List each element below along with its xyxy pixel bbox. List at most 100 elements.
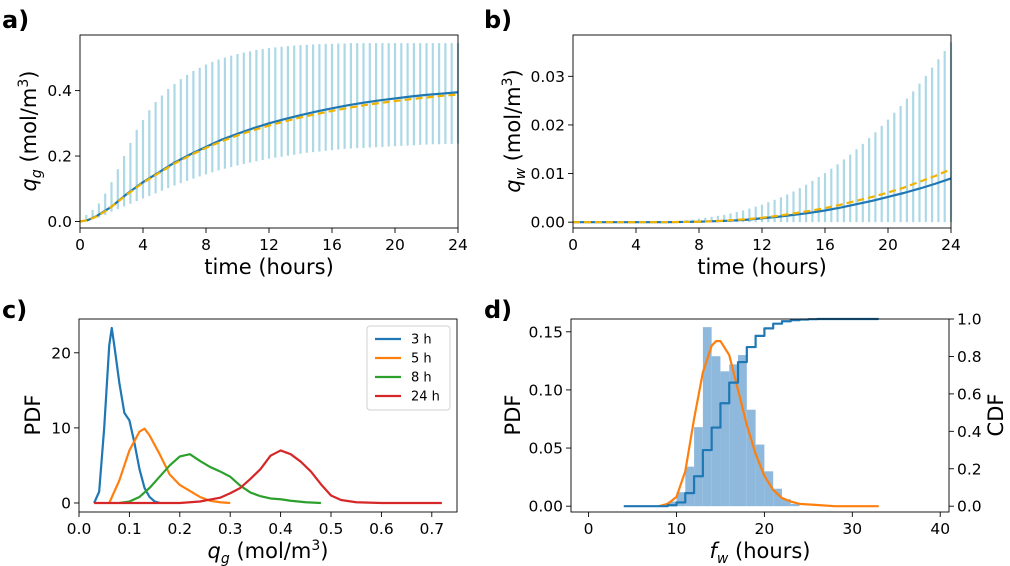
x-tick-label: 0.2 <box>167 520 192 538</box>
histogram-bar <box>773 488 782 507</box>
histogram-bar <box>685 466 695 507</box>
histogram-bar <box>781 499 791 507</box>
x-tick-label: 24 <box>448 236 468 254</box>
series-line <box>79 91 459 223</box>
panel-b-ylabel: qw (mol/m3) <box>500 69 529 192</box>
y-tick-label: 10 <box>51 419 71 437</box>
x-tick-label: 4 <box>631 236 641 254</box>
panel-d-label: d) <box>484 296 512 324</box>
panel-c-legend: 3 h 5 h 8 h 24 h <box>366 325 451 411</box>
panel-b-xlabel: time (hours) <box>697 255 827 279</box>
legend-label: 8 h <box>411 371 432 386</box>
panel-d-ylabel-right: CDF <box>984 394 1008 437</box>
x-tick-label: 0.7 <box>419 520 444 538</box>
panel-a-label: a) <box>2 6 29 34</box>
x-tick-label: 0.4 <box>268 520 293 538</box>
panel-c-ticks: 0.0 0.1 0.2 0.3 0.4 0.5 0.6 0.7 0 10 20 <box>51 344 444 538</box>
y-tick-label: 0.02 <box>530 116 565 134</box>
x-tick-label: 30 <box>842 520 862 538</box>
x-tick-label: 0.0 <box>67 520 92 538</box>
panel-d-ticks: 0 10 20 30 40 0.00 0.05 0.10 0.15 0.0 0.2 0.4 0.6 0.8… <box>528 311 981 539</box>
series-line-cdf <box>623 317 879 508</box>
y-tick-label: 0.0 <box>47 213 72 231</box>
histogram-bar <box>729 364 739 507</box>
x-tick-label: 0 <box>75 236 85 254</box>
panel-c-plot-area <box>93 326 442 505</box>
panel-b-ticks: 0 4 8 12 16 20 24 0.00 0.01 0.02 0.03 <box>530 68 960 254</box>
x-tick-label: 24 <box>941 236 961 254</box>
x-tick-label: 0.5 <box>319 520 344 538</box>
panel-a-plot-area <box>79 43 460 223</box>
x-tick-label: 0 <box>584 520 594 538</box>
y-tick-label: 20 <box>51 344 71 362</box>
panel-c: c) 0.0 0.1 0.2 0.3 0.4 0.5 0.6 0.7 0 10 20 3 h 5 h 8… <box>2 296 458 566</box>
legend-label: 5 h <box>411 352 432 367</box>
panel-b-label: b) <box>484 6 512 34</box>
y-right-tick-label: 1.0 <box>957 311 982 329</box>
y-right-tick-label: 0.2 <box>957 460 982 478</box>
legend-box <box>366 325 451 411</box>
panel-b-plot-area <box>573 42 953 224</box>
histogram-bar <box>738 355 747 507</box>
y-tick-label: 0.05 <box>528 440 563 458</box>
x-tick-label: 0 <box>568 236 578 254</box>
histogram-bar <box>694 427 703 507</box>
series-line-3-h <box>93 326 160 505</box>
panel-a-ylabel: qg (mol/m3) <box>16 71 45 192</box>
panel-a-xlabel: time (hours) <box>204 255 334 279</box>
y-tick-label: 0.15 <box>528 323 563 341</box>
histogram-bar <box>702 327 712 507</box>
panel-c-frame <box>78 318 458 513</box>
x-tick-label: 16 <box>815 236 835 254</box>
histogram-bar <box>711 356 721 507</box>
y-tick-label: 0 <box>61 494 71 512</box>
x-tick-label: 40 <box>930 520 950 538</box>
histogram-bar <box>720 371 730 507</box>
y-right-tick-label: 0.0 <box>957 498 982 516</box>
series-line-pdf-fit <box>658 339 879 508</box>
panel-c-xlabel: qg (mol/m3) <box>208 538 329 566</box>
panel-a: a) 0 4 8 12 16 20 24 0.0 0.2 0.4 time (hours) qg … <box>2 6 468 279</box>
legend-label: 3 h <box>411 333 432 348</box>
panel-b: b) 0 4 8 12 16 20 24 0.00 0.01 0.02 0.03 time (hou… <box>484 6 961 279</box>
histogram-bar <box>746 409 756 507</box>
panel-d: d) 0 10 20 30 40 0.00 0.05 0.10 0.15 0.0 0.2 0.4 0.6… <box>484 296 1008 566</box>
panel-c-label: c) <box>2 296 27 324</box>
x-tick-label: 20 <box>878 236 898 254</box>
x-tick-label: 10 <box>667 520 687 538</box>
y-tick-label: 0.4 <box>47 82 72 100</box>
y-tick-label: 0.01 <box>530 165 565 183</box>
x-tick-label: 0.6 <box>369 520 394 538</box>
histogram-bar <box>676 492 686 507</box>
y-tick-label: 0.10 <box>528 381 563 399</box>
series-line-8-h <box>119 453 321 505</box>
x-tick-label: 16 <box>322 236 342 254</box>
x-tick-label: 20 <box>755 520 775 538</box>
x-tick-label: 0.3 <box>218 520 243 538</box>
y-right-tick-label: 0.4 <box>957 423 982 441</box>
x-tick-label: 12 <box>259 236 279 254</box>
histogram-bar <box>790 503 800 507</box>
series-line <box>573 168 952 224</box>
panel-c-ylabel: PDF <box>21 395 45 436</box>
histogram-bar <box>764 471 774 507</box>
y-tick-label: 0.00 <box>530 214 565 232</box>
y-tick-label: 0.2 <box>47 148 72 166</box>
panel-d-frame <box>570 318 950 513</box>
panel-d-xlabel: fw (hours) <box>710 539 811 566</box>
y-right-tick-label: 0.6 <box>957 385 982 403</box>
x-tick-label: 12 <box>752 236 772 254</box>
y-tick-label: 0.03 <box>530 68 565 86</box>
panel-d-ylabel: PDF <box>501 395 525 436</box>
x-tick-label: 0.1 <box>117 520 142 538</box>
x-tick-label: 20 <box>385 236 405 254</box>
x-tick-label: 8 <box>694 236 704 254</box>
panel-d-plot-area <box>623 317 879 508</box>
panel-a-ticks: 0 4 8 12 16 20 24 0.0 0.2 0.4 <box>47 82 468 254</box>
series-line-24-h <box>94 449 442 505</box>
histogram-bar <box>667 501 677 507</box>
x-tick-label: 8 <box>201 236 211 254</box>
histogram-bar <box>755 444 765 507</box>
legend-label: 24 h <box>411 390 440 405</box>
